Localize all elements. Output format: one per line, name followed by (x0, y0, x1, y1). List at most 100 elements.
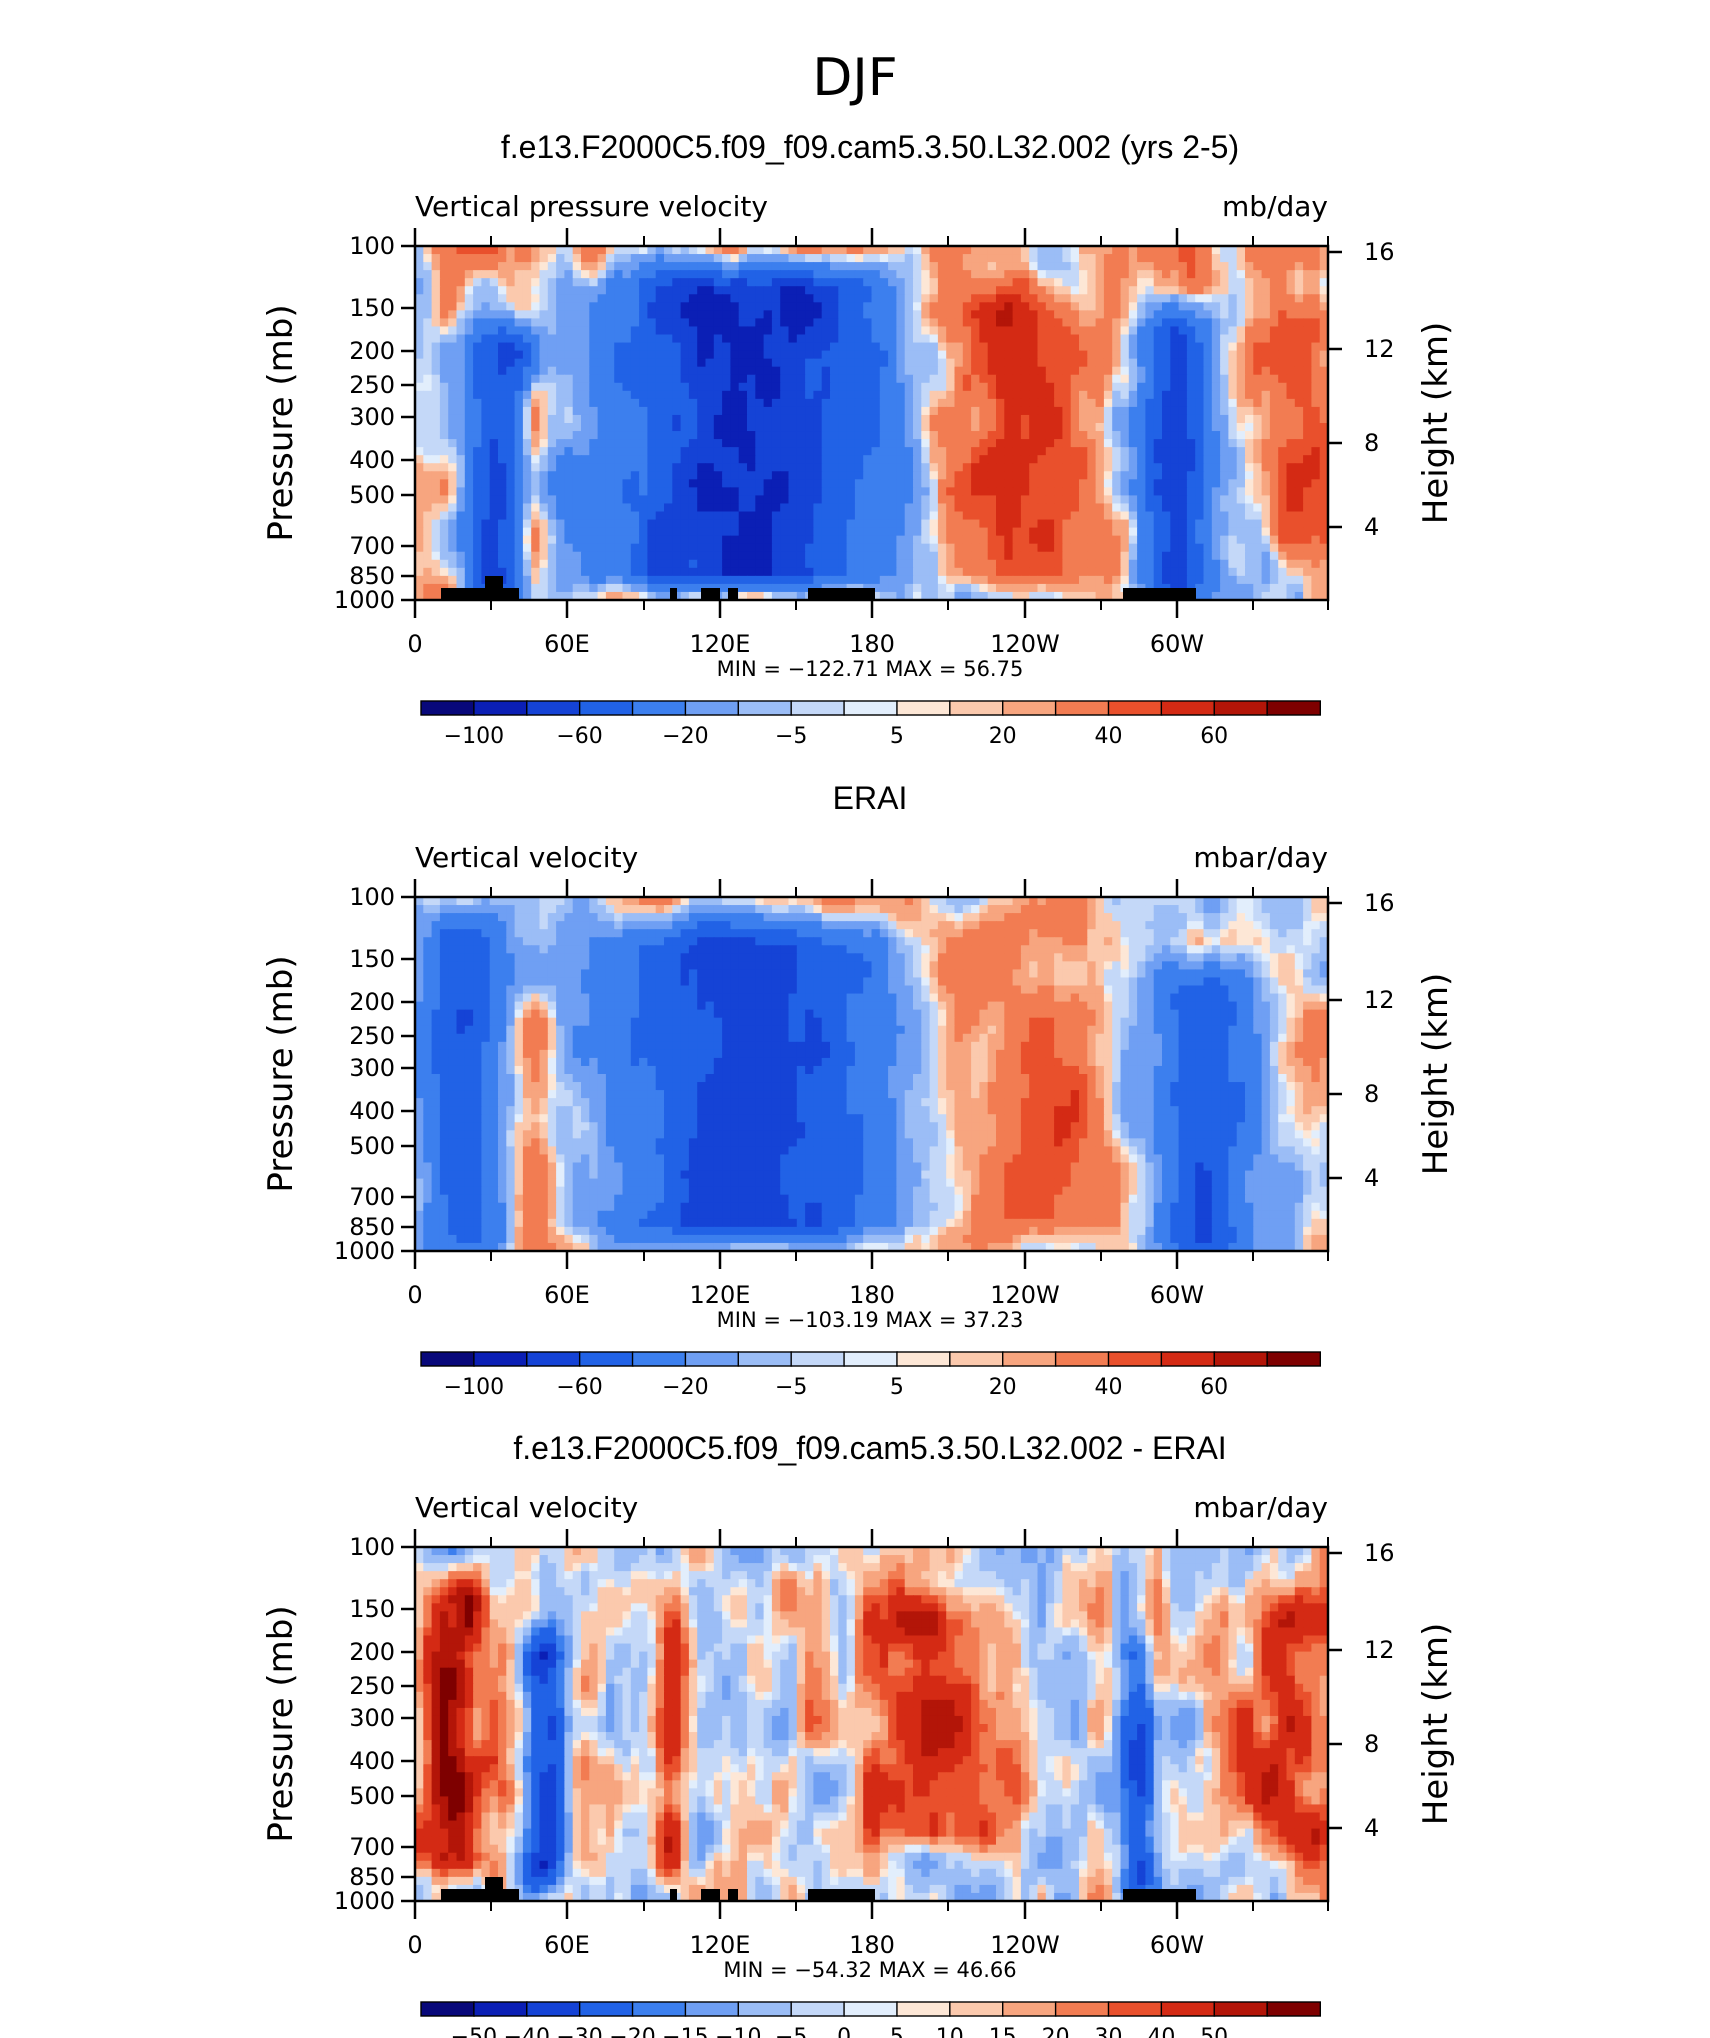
field-cell (937, 262, 947, 271)
field-cell (1245, 294, 1254, 303)
field-cell (572, 294, 582, 303)
field-cell (738, 511, 748, 521)
field-cell (1286, 559, 1296, 569)
field-cell (896, 358, 906, 368)
field-cell (655, 286, 665, 295)
field-cell (954, 423, 964, 432)
field-cell (771, 439, 781, 448)
field-cell (1228, 398, 1238, 408)
field-cell (1095, 535, 1105, 545)
field-cell (1145, 390, 1155, 400)
field-cell (854, 543, 864, 553)
field-cell (639, 543, 648, 553)
field-cell (614, 471, 624, 480)
field-cell (564, 286, 574, 295)
field-cell (1303, 591, 1312, 601)
field-cell (962, 310, 972, 320)
field-cell (1062, 527, 1072, 537)
field-cell (539, 310, 549, 320)
field-cell (539, 535, 549, 545)
field-cell (522, 382, 532, 392)
field-cell (473, 503, 482, 513)
field-cell (415, 334, 424, 344)
field-cell (1045, 487, 1055, 497)
field-cell (1195, 455, 1205, 464)
field-cell (962, 487, 972, 497)
field-cell (514, 535, 524, 545)
field-cell (564, 398, 574, 408)
field-cell (1303, 270, 1312, 279)
field-cell (1269, 535, 1279, 545)
field-cell (439, 310, 449, 320)
field-cell (888, 439, 897, 448)
field-cell (1054, 254, 1063, 263)
field-cell (763, 471, 773, 480)
field-cell (547, 294, 557, 303)
field-cell (506, 246, 516, 255)
field-cell (464, 270, 474, 279)
field-cell (1037, 302, 1047, 311)
field-cell (888, 294, 897, 303)
field-cell (630, 559, 640, 569)
field-cell (1004, 414, 1014, 424)
field-cell (1020, 270, 1030, 279)
field-cell (1178, 551, 1188, 561)
field-cell (655, 503, 665, 513)
field-cell (904, 326, 914, 336)
field-cell (439, 575, 449, 585)
field-cell (464, 278, 474, 287)
field-cell (1294, 559, 1304, 569)
field-cell (1128, 318, 1138, 328)
field-cell (921, 342, 931, 352)
field-cell (1286, 511, 1296, 521)
field-cell (1294, 527, 1304, 537)
field-cell (431, 567, 441, 577)
field-cell (522, 262, 532, 271)
field-cell (879, 503, 889, 513)
field-cell (1228, 406, 1238, 416)
field-cell (1112, 439, 1122, 448)
colorbar-swatch (949, 700, 1004, 716)
field-cell (655, 318, 665, 328)
field-cell (904, 310, 914, 320)
field-cell (439, 511, 449, 521)
field-cell (680, 583, 690, 593)
field-cell (747, 591, 756, 601)
field-cell (1170, 350, 1180, 360)
field-cell (796, 366, 806, 376)
field-cell (647, 278, 657, 287)
field-cell (547, 390, 557, 400)
field-cell (888, 398, 897, 408)
field-cell (1012, 559, 1022, 569)
field-cell (1319, 431, 1329, 440)
field-cell (1029, 551, 1039, 561)
field-cell (1228, 350, 1238, 360)
field-cell (448, 527, 458, 537)
field-cell (1178, 286, 1188, 295)
field-cell (1095, 270, 1105, 279)
field-cell (788, 439, 798, 448)
field-cell (647, 350, 657, 360)
field-cell (498, 366, 507, 376)
field-cell (1120, 310, 1130, 320)
field-cell (788, 431, 798, 440)
field-cell (838, 366, 848, 376)
field-cell (448, 431, 458, 440)
field-cell (1186, 398, 1196, 408)
field-cell (1303, 318, 1312, 328)
field-cell (979, 575, 989, 585)
field-cell (514, 519, 524, 529)
field-cell (813, 551, 823, 561)
field-cell (896, 423, 906, 432)
field-cell (664, 519, 673, 529)
field-cell (1278, 246, 1288, 255)
field-cell (1145, 439, 1155, 448)
field-cell (498, 278, 507, 287)
field-cell (464, 897, 474, 906)
field-cell (664, 463, 673, 472)
field-cell (481, 326, 491, 336)
field-cell (1170, 302, 1180, 311)
field-cell (987, 398, 997, 408)
field-cell (788, 543, 798, 553)
field-cell (1162, 543, 1171, 553)
